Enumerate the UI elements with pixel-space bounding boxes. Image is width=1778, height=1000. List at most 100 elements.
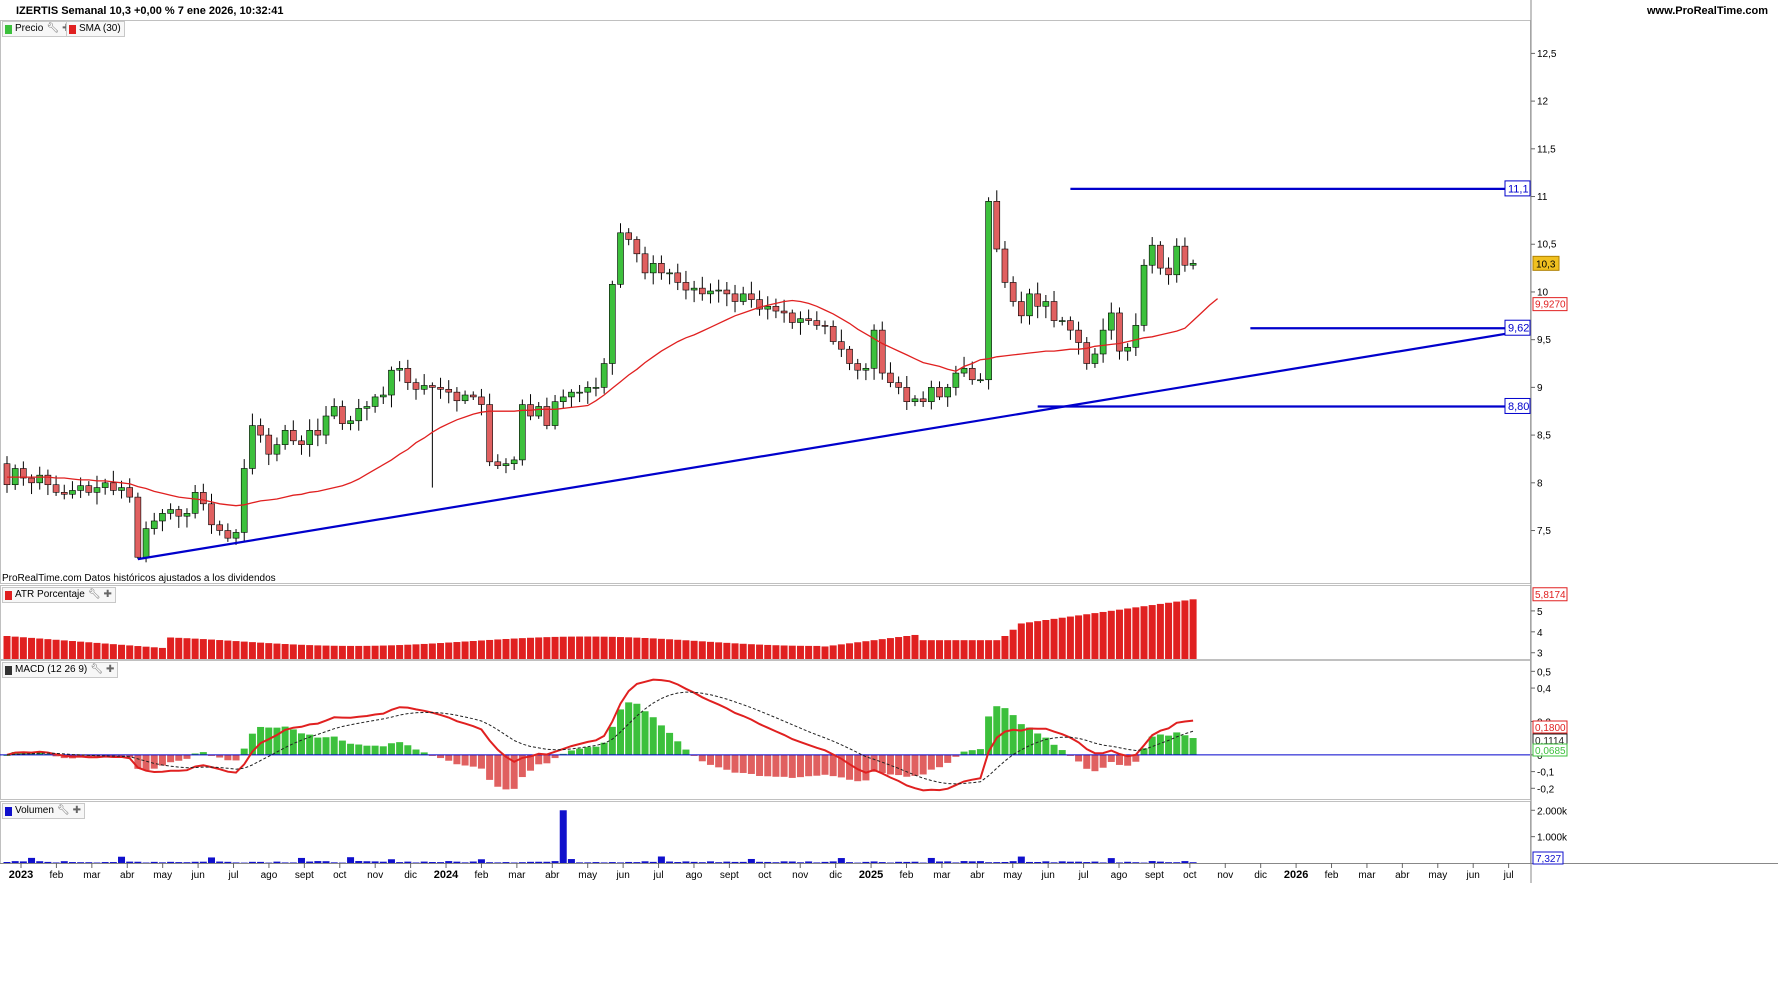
macd-histogram-bar [1017, 724, 1025, 755]
candle-body [85, 485, 93, 493]
atr-bar [870, 640, 878, 659]
wrench-icon[interactable]: 🔧︎ [56, 805, 70, 816]
candle-body [1124, 347, 1131, 352]
candle-body [330, 406, 338, 417]
macd-value-tag [1532, 743, 1568, 757]
macd-histogram-bar [698, 754, 706, 762]
candle-body [764, 305, 772, 310]
level-label: 11,1 [1508, 183, 1529, 195]
macd-histogram-bar [666, 732, 674, 755]
volume-bar [1042, 861, 1050, 863]
candle [510, 456, 518, 470]
macd-histogram-bar [985, 716, 993, 755]
volume-bar [1124, 861, 1132, 863]
x-tick-label: abr [970, 870, 985, 881]
candle-body [240, 468, 248, 533]
volume-bar [420, 861, 428, 863]
atr-legend[interactable]: ATR Porcentaje 🔧︎ ✚ [2, 587, 116, 603]
volume-panel-frame [0, 801, 1531, 864]
wrench-icon[interactable]: 🔧︎ [87, 589, 101, 600]
atr-bar [780, 645, 788, 659]
macd-panel[interactable] [0, 678, 1530, 792]
atr-panel[interactable] [3, 599, 1197, 659]
volume-bar [461, 862, 469, 863]
atr-bar [191, 638, 199, 659]
x-tick-label: dic [829, 870, 842, 881]
wrench-icon[interactable]: 🔧︎ [90, 664, 103, 675]
x-tick-label: mar [1358, 870, 1376, 881]
candle-body [690, 287, 698, 291]
x-tick-label: 2025 [859, 869, 883, 881]
candle [698, 276, 706, 301]
plus-icon[interactable]: ✚ [105, 664, 115, 675]
atr-bar [208, 639, 215, 659]
website-label[interactable]: www.ProRealTime.com [1646, 5, 1768, 17]
candle [805, 309, 812, 325]
volume-bar [780, 861, 788, 863]
candle [240, 459, 248, 542]
volume-bar [502, 862, 510, 863]
candle-body [928, 387, 935, 402]
macd-value-label: 0,0685 [1535, 746, 1566, 757]
volume-bar [567, 859, 575, 863]
volume-bar [813, 862, 821, 863]
candle-body [748, 293, 755, 300]
macd-legend[interactable]: MACD (12 26 9) 🔧︎ ✚ [2, 662, 119, 678]
candle [1067, 316, 1074, 340]
atr-bar [1091, 613, 1099, 659]
candle [494, 454, 502, 469]
macd-panel-frame [0, 660, 1531, 800]
price-tick-label: 12,5 [1537, 49, 1557, 60]
atr-bar [93, 642, 101, 659]
volume-bar [134, 861, 142, 863]
candle [249, 413, 256, 475]
x-tick-label: nov [792, 870, 808, 881]
macd-value-label: 0,1114 [1535, 736, 1565, 747]
candle [968, 361, 976, 385]
macd-histogram-bar [870, 754, 878, 772]
atr-bar [543, 637, 551, 659]
x-tick-label: may [578, 870, 597, 881]
candle [944, 383, 952, 407]
candle [339, 400, 346, 430]
plus-icon[interactable]: ✚ [72, 805, 82, 816]
candle [445, 380, 453, 404]
candle-body [412, 382, 420, 390]
volume-bar [952, 862, 960, 863]
candle-body [1042, 301, 1050, 307]
candle [191, 484, 199, 519]
candle [797, 311, 804, 335]
candle [1099, 318, 1107, 363]
price-panel[interactable]: 11,1 9,62 8,80 [3, 180, 1531, 563]
plus-icon[interactable]: ✚ [103, 589, 112, 600]
volume-bar [322, 861, 330, 863]
volume-bar [68, 862, 76, 863]
volume-panel[interactable] [3, 810, 1197, 863]
atr-bar [895, 637, 903, 659]
atr-bar [657, 638, 665, 659]
price-tick-label: 8,5 [1537, 431, 1551, 442]
volume-bar [1132, 862, 1140, 863]
sma-legend[interactable]: SMA (30) [66, 21, 125, 37]
wrench-icon[interactable]: 🔧︎ [46, 23, 60, 34]
volume-bar [289, 862, 297, 863]
candle [895, 376, 902, 395]
volume-bar [576, 862, 584, 863]
candle-body [388, 369, 395, 396]
candle [813, 311, 821, 330]
volume-bar [682, 861, 690, 863]
level-label-box [1504, 180, 1531, 197]
candle-body [1050, 301, 1058, 321]
candle-body [1001, 248, 1009, 283]
macd-histogram-bar [960, 751, 968, 755]
macd-histogram-bar [1009, 715, 1017, 755]
price-legend[interactable]: Precio 🔧︎ ✚ [2, 21, 75, 37]
volume-bar [371, 861, 379, 863]
macd-histogram-bar [805, 754, 813, 777]
atr-bar [134, 646, 142, 659]
atr-bar [584, 636, 592, 659]
volume-legend[interactable]: Volumen 🔧︎ ✚ [2, 803, 86, 819]
volume-bar [821, 861, 829, 863]
macd-histogram-bar [706, 754, 714, 765]
